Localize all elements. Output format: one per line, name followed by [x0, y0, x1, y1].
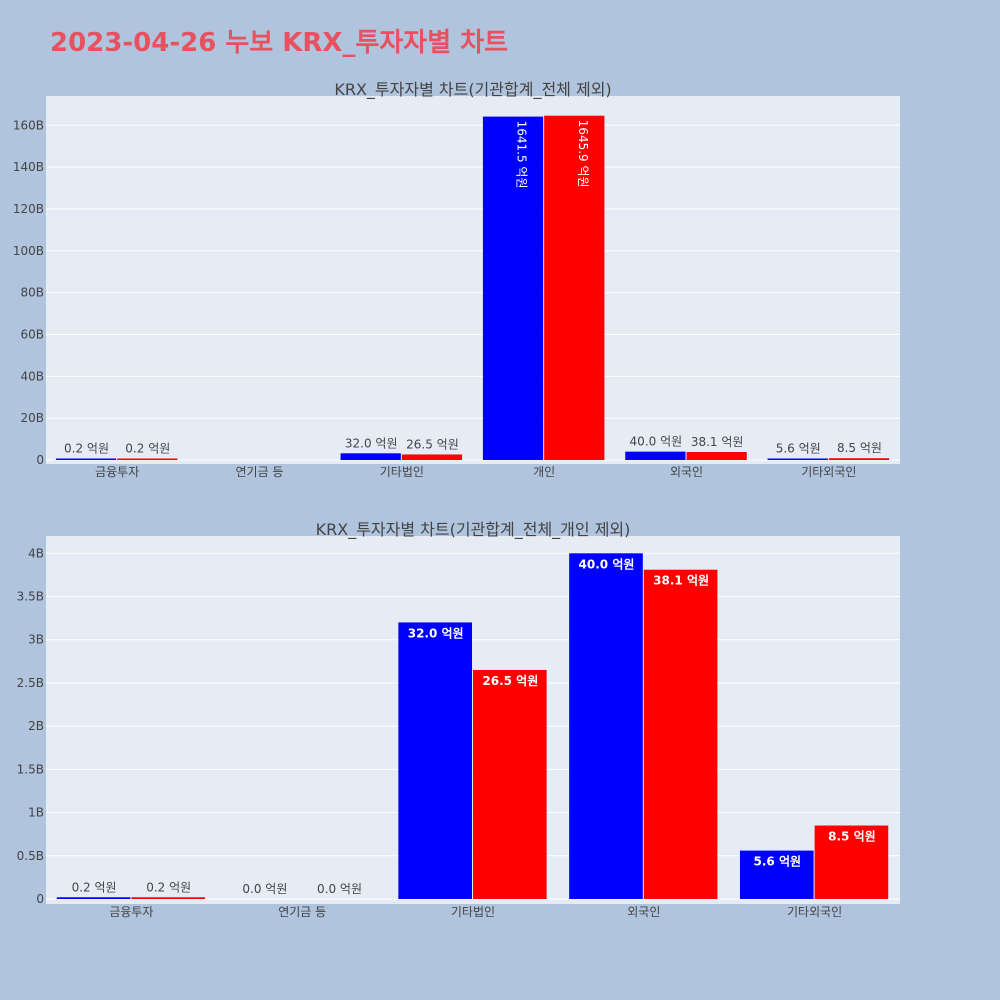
- chart2-ytick-label: 3.5B: [17, 590, 44, 604]
- chart1-xtick-label: 금융투자: [95, 465, 139, 479]
- chart2-xtick-label: 외국인: [627, 905, 660, 919]
- chart1-bar: [340, 453, 401, 460]
- chart2-bar: [398, 622, 472, 899]
- chart2-bar-label: 5.6 억원: [754, 855, 802, 869]
- chart1-bar-label: 8.5 억원: [837, 441, 882, 455]
- chart2-xtick-label: 연기금 등: [278, 905, 326, 919]
- chart1-xtick-label: 기타외국인: [801, 465, 856, 479]
- chart2-xtick-label: 금융투자: [109, 905, 153, 919]
- chart2-ytick-label: 2B: [28, 719, 44, 733]
- chart2-bar: [739, 850, 814, 899]
- chart1-ytick-label: 80B: [20, 286, 44, 300]
- chart1-xtick-label: 개인: [533, 465, 555, 479]
- chart1-xtick-label: 외국인: [670, 465, 703, 479]
- chart2-xtick-label: 기타외국인: [787, 905, 842, 919]
- chart2-bar-label: 38.1 억원: [653, 574, 709, 588]
- chart2-title: KRX_투자자별 차트(기관합계_전체_개인 제외): [316, 520, 631, 540]
- chart2-bar-label: 0.2 억원: [72, 880, 117, 894]
- chart1-bar: [55, 458, 117, 460]
- chart2-bar-label: 0.0 억원: [317, 882, 362, 896]
- chart1-ytick-label: 0: [36, 453, 44, 467]
- chart2-bar-label: 26.5 억원: [482, 674, 538, 688]
- chart1-ytick-label: 20B: [20, 411, 44, 425]
- chart1-bar-label: 0.2 억원: [125, 442, 170, 456]
- chart1-bar-label: 26.5 억원: [406, 437, 459, 451]
- chart1-bar: [401, 454, 463, 460]
- chart2-xtick-label: 기타법인: [451, 905, 495, 919]
- chart2-ytick-label: 0: [36, 892, 44, 906]
- chart1-bar-label: 1645.9 억원: [576, 120, 590, 188]
- chart2-bar-label: 0.2 억원: [146, 880, 191, 894]
- chart2-bar: [569, 553, 643, 899]
- chart1-ytick-label: 40B: [20, 369, 44, 383]
- chart2-bar-label: 32.0 억원: [408, 626, 464, 640]
- chart1-bar-label: 32.0 억원: [345, 436, 398, 450]
- chart2-ytick-label: 1B: [28, 806, 44, 820]
- chart2-bar-label: 40.0 억원: [579, 557, 635, 571]
- chart1-bar-label: 0.2 억원: [64, 442, 109, 456]
- chart1-bar: [686, 452, 747, 460]
- chart2-bar: [643, 569, 718, 899]
- chart1-bar-label: 5.6 억원: [776, 442, 821, 456]
- chart1-ytick-label: 160B: [13, 118, 44, 132]
- page-title: 2023-04-26 누보 KRX_투자자별 차트: [50, 28, 509, 58]
- chart1-xtick-label: 연기금 등: [236, 465, 284, 479]
- chart1-xtick-label: 기타법인: [380, 465, 424, 479]
- chart1-ytick-label: 100B: [13, 244, 44, 258]
- chart1-ytick-label: 120B: [13, 202, 44, 216]
- chart1-bar: [544, 115, 605, 460]
- chart1-ytick-label: 140B: [13, 160, 44, 174]
- chart2-ytick-label: 3B: [28, 633, 44, 647]
- chart1-bar: [117, 458, 178, 460]
- chart1-ytick-label: 60B: [20, 327, 44, 341]
- chart1-bar-label: 40.0 억원: [630, 435, 683, 449]
- chart2-bar-label: 0.0 억원: [242, 882, 287, 896]
- chart2-ytick-label: 1.5B: [17, 762, 44, 776]
- chart1-bar: [828, 458, 890, 460]
- chart1-bar-label: 1641.5 억원: [515, 121, 529, 189]
- chart2-bar: [56, 897, 131, 899]
- chart2-bar-label: 8.5 억원: [828, 830, 876, 844]
- chart1-bar: [482, 116, 544, 460]
- chart2-ytick-label: 2.5B: [17, 676, 44, 690]
- chart1-bar: [625, 451, 686, 460]
- chart2-ytick-label: 0.5B: [17, 849, 44, 863]
- chart2-ytick-label: 4B: [28, 546, 44, 560]
- chart2-bar: [131, 897, 206, 899]
- chart1-plot-area: [46, 96, 900, 464]
- chart1-bar-label: 38.1 억원: [691, 435, 744, 449]
- chart1-bar: [767, 458, 828, 460]
- chart2-bar: [473, 669, 547, 899]
- chart2-bar: [814, 825, 889, 899]
- chart1-title: KRX_투자자별 차트(기관합계_전체 제외): [334, 80, 611, 100]
